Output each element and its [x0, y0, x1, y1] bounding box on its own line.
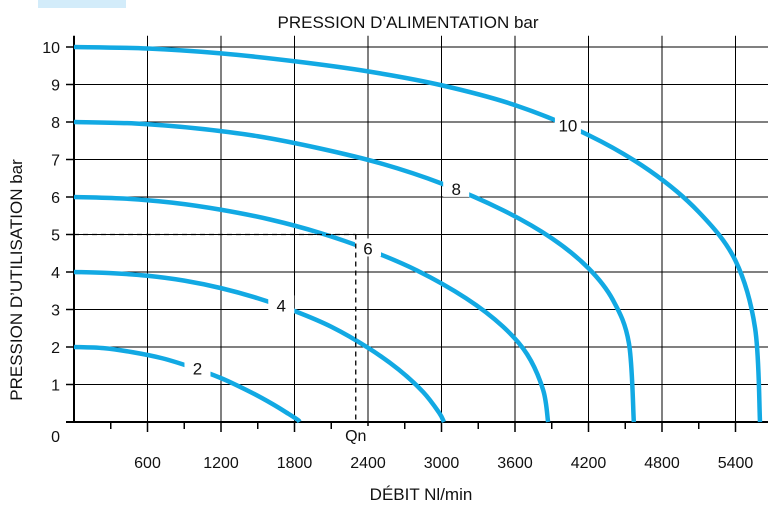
pressure-curves: 2 4 6 8 10 [73, 44, 763, 424]
curve-label-bg [184, 358, 211, 377]
axes [66, 35, 768, 432]
x-tick-label: 3000 [424, 455, 460, 472]
pressure-curve-10 [73, 44, 763, 423]
y-tick-label: 5 [51, 228, 60, 245]
y-tick-label: 7 [51, 153, 60, 170]
y-tick-label: 6 [51, 190, 60, 207]
tick-labels: 600 1200 1800 2400 3000 3600 4200 4800 5400 0 1 2 3 4… [42, 40, 753, 472]
curve-label-6: 6 [363, 240, 372, 259]
curve-label-8: 8 [451, 180, 460, 199]
curve-label-4: 4 [277, 296, 286, 315]
qn-label-bg [339, 426, 372, 444]
y-tick-label: 0 [51, 429, 60, 446]
y-tick-label: 9 [51, 78, 60, 95]
y-tick-label: 10 [42, 40, 60, 57]
y-tick-label: 4 [51, 265, 60, 282]
curve-label-2: 2 [193, 359, 202, 378]
x-tick-label: 3600 [497, 455, 533, 472]
y-tick-label: 2 [51, 340, 60, 357]
pressure-curve-2 [73, 344, 302, 424]
y-tick-label: 8 [51, 115, 60, 132]
y-axis-label: PRESSION D’UTILISATION bar [7, 159, 26, 401]
x-axis-label: DÉBIT Nl/min [370, 485, 473, 504]
curve-label-bg [443, 178, 470, 197]
top-tag-marker [38, 0, 126, 8]
x-tick-label: 1200 [203, 455, 239, 472]
y-tick-label: 1 [51, 378, 60, 395]
x-tick-label: 4200 [571, 455, 607, 472]
curve-label-bg [554, 115, 581, 134]
x-tick-label: 2400 [350, 455, 386, 472]
pressure-curve-4 [73, 269, 446, 424]
curve-label-bg [355, 238, 381, 257]
pressure-curve-8 [73, 119, 637, 423]
curve-label-10: 10 [558, 117, 577, 136]
annotations: Qn [74, 233, 372, 445]
x-tick-label: 600 [134, 455, 161, 472]
y-tick-label: 3 [51, 303, 60, 320]
chart-title: PRESSION D’ALIMENTATION bar [277, 13, 538, 32]
qn-label: Qn [345, 428, 366, 445]
x-tick-label: 5400 [718, 455, 754, 472]
x-tick-label: 4800 [644, 455, 680, 472]
x-tick-label: 1800 [277, 455, 313, 472]
curve-label-bg [268, 295, 295, 314]
